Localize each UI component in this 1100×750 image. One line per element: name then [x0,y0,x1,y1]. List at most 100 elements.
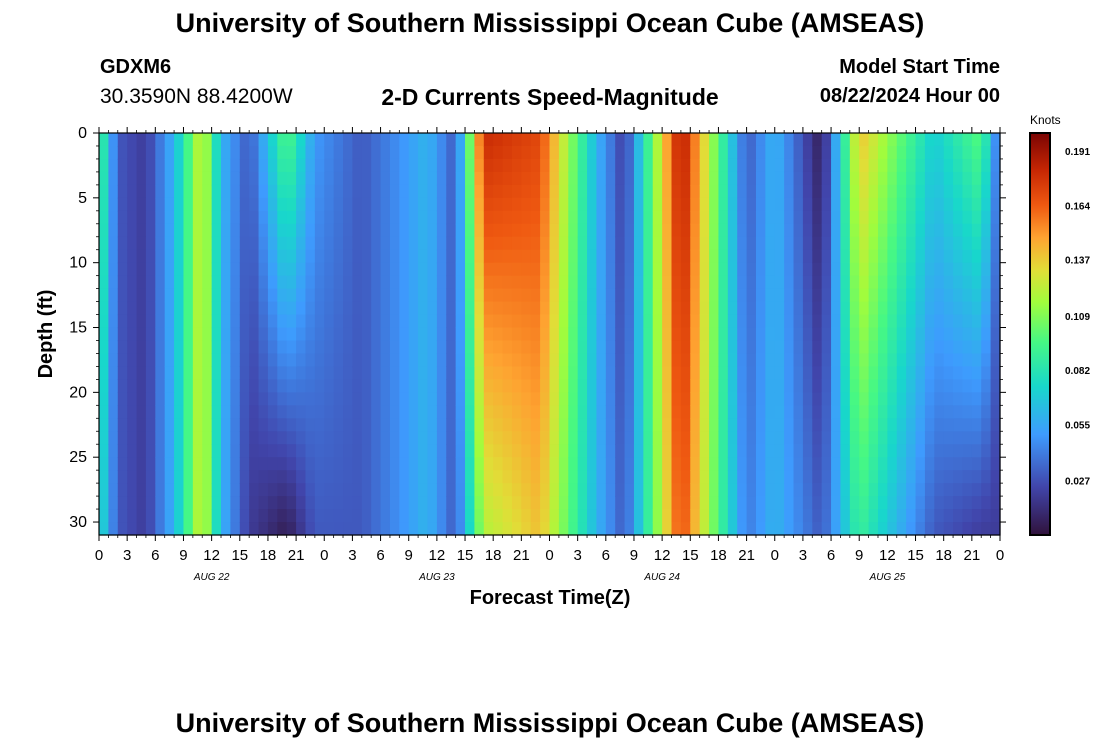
heatmap-cell [774,275,785,290]
heatmap-cell [633,158,644,173]
heatmap-cell [934,509,945,523]
heatmap-cell [230,457,241,471]
heatmap-cell [587,133,598,147]
heatmap-cell [192,392,203,406]
heatmap-cell [258,418,269,432]
heatmap-cell [812,470,823,484]
heatmap-cell [511,275,522,290]
heatmap-cell [352,145,363,160]
heatmap-cell [652,223,663,238]
heatmap-cell [380,392,391,406]
heatmap-cell [755,405,766,419]
heatmap-cell [502,457,513,471]
heatmap-cell [502,223,513,238]
heatmap-cell [221,288,231,303]
heatmap-cell [436,249,447,264]
heatmap-cell [493,353,504,368]
heatmap-cell [605,133,616,147]
heatmap-cell [511,470,522,484]
heatmap-cell [493,210,504,225]
heatmap-cell [877,509,888,523]
heatmap-cell [183,457,194,471]
heatmap-cell [333,379,344,393]
heatmap-cell [887,444,898,458]
heatmap-cell [352,249,363,264]
heatmap-cell [765,392,776,406]
heatmap-cell [436,327,447,342]
heatmap-cell [906,340,917,355]
heatmap-cell [249,379,260,393]
heatmap-cell [727,483,738,497]
heatmap-cell [164,249,175,264]
x-axis-label: Forecast Time(Z) [470,587,631,609]
heatmap-cell [174,314,185,329]
heatmap-cell [652,405,663,419]
heatmap-cell [521,145,532,160]
heatmap-cell [239,379,250,393]
heatmap-cell [577,197,588,212]
heatmap-cell [540,496,551,510]
heatmap-cell [192,431,203,445]
heatmap-cell [296,158,307,173]
heatmap-cell [915,275,926,290]
heatmap-cell [549,210,560,225]
heatmap-cell [361,236,372,251]
heatmap-cell [474,379,485,393]
heatmap-cell [577,496,588,510]
heatmap-cell [286,457,297,471]
heatmap-cell [324,509,335,523]
heatmap-cell [802,431,813,445]
heatmap-cell [267,314,278,329]
day-label: AUG 22 [193,572,230,583]
heatmap-cell [286,509,297,523]
heatmap-cell [267,431,278,445]
heatmap-cell [887,158,898,173]
heatmap-cell [474,133,485,147]
heatmap-cell [868,457,879,471]
heatmap-cell [117,210,128,225]
heatmap-cell [680,171,691,186]
heatmap-cell [755,444,766,458]
heatmap-cell [718,223,729,238]
heatmap-cell [296,327,307,342]
heatmap-cell [568,418,579,432]
heatmap-cell [568,210,579,225]
colorbar-tick-label: 0.027 [1065,477,1090,488]
heatmap-cell [755,353,766,368]
heatmap-cell [305,496,316,510]
heatmap-cell [906,483,917,497]
heatmap-cell [549,392,560,406]
heatmap-cell [587,405,598,419]
heatmap-cell [530,223,541,238]
heatmap-cell [793,483,804,497]
heatmap-cell [727,340,738,355]
heatmap-cell [371,158,382,173]
heatmap-cell [662,353,673,368]
heatmap-cell [718,353,729,368]
heatmap-cell [530,496,541,510]
heatmap-cell [352,405,363,419]
heatmap-cell [408,379,419,393]
heatmap-cell [812,431,823,445]
heatmap-cell [605,301,616,316]
heatmap-cell [474,275,485,290]
heatmap-cell [699,288,710,303]
heatmap-cell [361,184,372,199]
heatmap-cell [831,236,842,251]
heatmap-cell [314,457,325,471]
heatmap-cell [211,314,222,329]
heatmap-cell [765,210,776,225]
heatmap-cell [155,236,166,251]
heatmap-cell [887,522,898,536]
heatmap-cell [981,470,992,484]
heatmap-cell [521,496,532,510]
heatmap-cell [906,197,917,212]
heatmap-cell [371,379,382,393]
heatmap-cell [446,496,457,510]
heatmap-cell [549,405,560,419]
heatmap-cell [455,431,466,445]
heatmap-cell [174,405,185,419]
heatmap-cell [408,340,419,355]
heatmap-cell [99,288,109,303]
heatmap-cell [408,133,419,147]
